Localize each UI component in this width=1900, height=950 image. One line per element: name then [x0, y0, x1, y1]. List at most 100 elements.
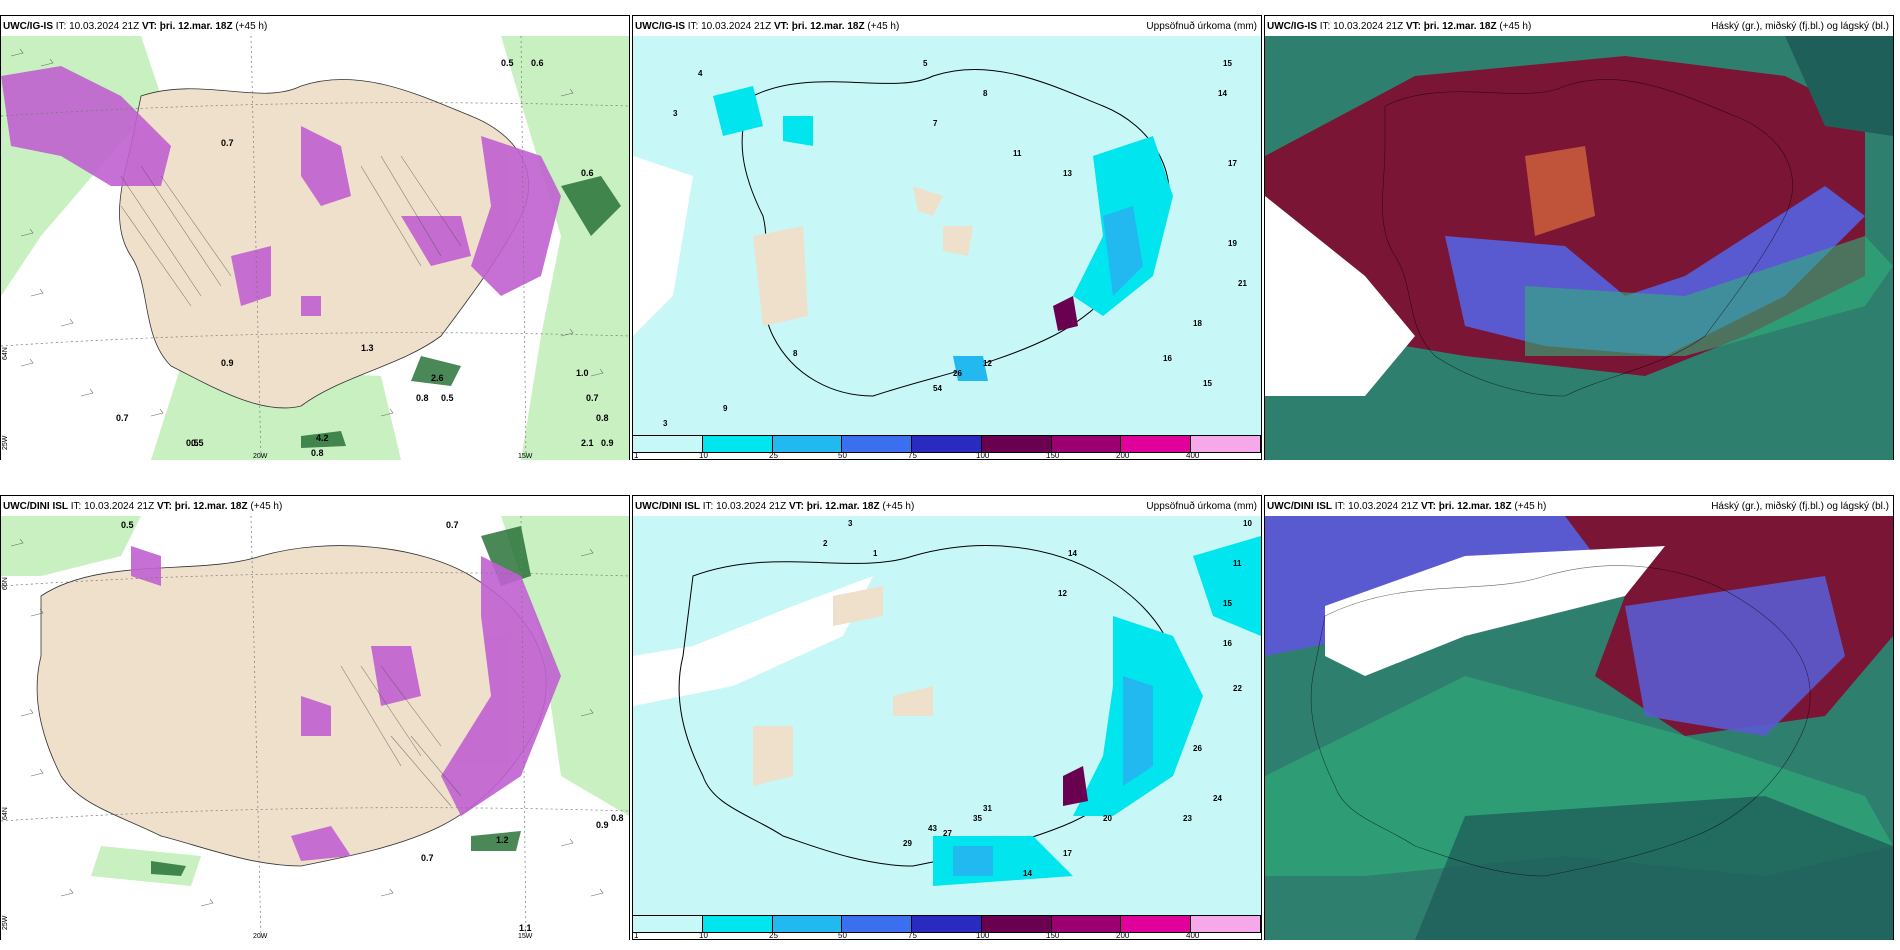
legend-label: 100	[976, 931, 990, 940]
precip-value: 11	[1233, 559, 1242, 568]
legend-cell	[842, 916, 913, 932]
precip-value: 29	[903, 839, 912, 848]
lat-label-64n: 64N	[2, 807, 9, 820]
legend-label: 200	[1116, 451, 1130, 460]
precip-value: 17	[1063, 849, 1072, 858]
land-patches	[753, 586, 933, 786]
value-label: 0.5	[501, 58, 514, 68]
precip-areas	[713, 86, 1173, 381]
white-sea-area	[633, 576, 873, 706]
legend-label: 50	[838, 451, 847, 460]
value-label: 0.6	[531, 58, 544, 68]
value-label: 0.5	[186, 438, 199, 448]
value-label: 0.9	[596, 820, 609, 830]
lon-label-15w: 15W	[518, 453, 533, 460]
legend-label: 200	[1116, 931, 1130, 940]
value-label: 0.8	[311, 448, 324, 458]
panel-title: Háský (gr.), miðský (fj.bl.) og lágský (…	[1711, 501, 1889, 512]
panel-wind-top: UWC/IG-IS IT: 10.03.2024 21Z VT: þri. 12…	[0, 15, 630, 460]
legend-label: 1	[634, 451, 639, 460]
value-label: 1.3	[361, 343, 374, 353]
precip-value: 15	[1223, 599, 1232, 608]
cloud-white	[1265, 196, 1415, 396]
panel-header: UWC/IG-IS IT: 10.03.2024 21Z VT: þri. 12…	[635, 21, 900, 32]
lat-label-64n: 64N	[2, 347, 9, 360]
panel-title: Uppsöfnuð úrkoma (mm)	[1146, 501, 1257, 512]
value-label: 2.1	[581, 438, 594, 448]
panel-cloud-bottom: UWC/DINI ISL IT: 10.03.2024 21Z VT: þri.…	[1264, 495, 1894, 940]
precip-value: 16	[1223, 639, 1232, 648]
legend-label: 10	[699, 451, 708, 460]
snow-purple-areas	[131, 546, 561, 861]
panel-header: UWC/DINI ISL IT: 10.03.2024 21Z VT: þri.…	[3, 501, 283, 512]
lon-label-20w: 20W	[253, 933, 268, 940]
value-label: 0.8	[596, 413, 609, 423]
precip-value: 5	[923, 59, 928, 68]
legend-label: 100	[976, 451, 990, 460]
legend-cell	[981, 436, 1052, 452]
panel-precip-top: UWC/IG-IS IT: 10.03.2024 21Z VT: þri. 12…	[632, 15, 1262, 460]
value-label: 0.6	[581, 168, 594, 178]
legend-cell	[1051, 916, 1122, 932]
legend-cell	[1191, 916, 1262, 932]
precip-value: 1	[873, 549, 878, 558]
value-label: 0.9	[221, 358, 234, 368]
cloud-map-top	[1265, 36, 1893, 460]
precip-legend: 1 10 25 50 75 100 150 200 400	[633, 433, 1262, 460]
value-label: 1.1	[519, 923, 532, 933]
panel-cloud-top: UWC/IG-IS IT: 10.03.2024 21Z VT: þri. 12…	[1264, 15, 1894, 460]
legend-label: 75	[908, 931, 917, 940]
precip-value: 26	[1193, 744, 1202, 753]
value-label: 0.8	[416, 393, 429, 403]
hatch-area	[340, 665, 462, 807]
value-labels: 0.7 0.9 0.8 1.2 1.1 0.7 0.5	[121, 520, 624, 933]
value-label: 0.7	[221, 138, 234, 148]
legend-cell	[772, 916, 843, 932]
legend-label: 400	[1186, 451, 1200, 460]
precip-value: 11	[1013, 149, 1022, 158]
precip-value: 17	[1228, 159, 1237, 168]
precip-areas	[933, 536, 1261, 886]
legend-cell	[633, 916, 703, 932]
precip-value: 15	[1223, 59, 1232, 68]
value-labels: 0.5 0.6 0.7 0.9 1.3 2.6 0.8 0.5 1.0 0.7 …	[116, 58, 614, 458]
panel-header: UWC/DINI ISL IT: 10.03.2024 21Z VT: þri.…	[1267, 501, 1547, 512]
legend-label: 10	[699, 931, 708, 940]
legend-cells	[633, 435, 1262, 453]
precip-value: 14	[1023, 869, 1032, 878]
cloud-dark	[1785, 36, 1893, 136]
lat-label-25w: 25W	[2, 435, 9, 450]
value-label: 1.0	[576, 368, 589, 378]
wind-map-bottom: 0.7 0.9 0.8 1.2 1.1 0.7 0.5 20W 15W 66N …	[1, 516, 629, 940]
precip-value: 15	[1203, 379, 1212, 388]
green-dark-areas	[151, 526, 531, 876]
precip-value: 3	[848, 519, 853, 528]
value-label: 4.2	[316, 433, 329, 443]
value-label: 0.7	[421, 853, 434, 863]
precip-value: 20	[1103, 814, 1112, 823]
cloud-dark	[1415, 796, 1893, 940]
panel-wind-bottom: UWC/DINI ISL IT: 10.03.2024 21Z VT: þri.…	[0, 495, 630, 940]
legend-cell	[1121, 436, 1192, 452]
precip-value: 12	[983, 359, 992, 368]
legend-cell	[633, 436, 703, 452]
precip-legend: 1 10 25 50 75 100 150 200 400	[633, 913, 1262, 940]
snow-purple-areas	[1, 66, 561, 316]
value-label: 2.6	[431, 373, 444, 383]
legend-cell	[772, 436, 843, 452]
precip-value: 18	[1193, 319, 1202, 328]
precip-values: 4 3 7 5 8 11 13 15 14 17 19 21 18 16 15 …	[663, 59, 1247, 428]
precip-value: 35	[973, 814, 982, 823]
green-precip-areas	[1, 516, 629, 886]
coast-outline	[1310, 565, 1811, 877]
iceland-land	[119, 79, 530, 409]
coast-outline	[1382, 79, 1793, 397]
cloud-green-band	[1525, 236, 1893, 356]
precip-value: 31	[983, 804, 992, 813]
precip-value: 3	[663, 419, 668, 428]
precip-value: 54	[933, 384, 942, 393]
white-sea-area	[633, 156, 693, 336]
precip-value: 16	[1163, 354, 1172, 363]
precip-value: 19	[1228, 239, 1237, 248]
cloud-white	[1325, 546, 1665, 676]
